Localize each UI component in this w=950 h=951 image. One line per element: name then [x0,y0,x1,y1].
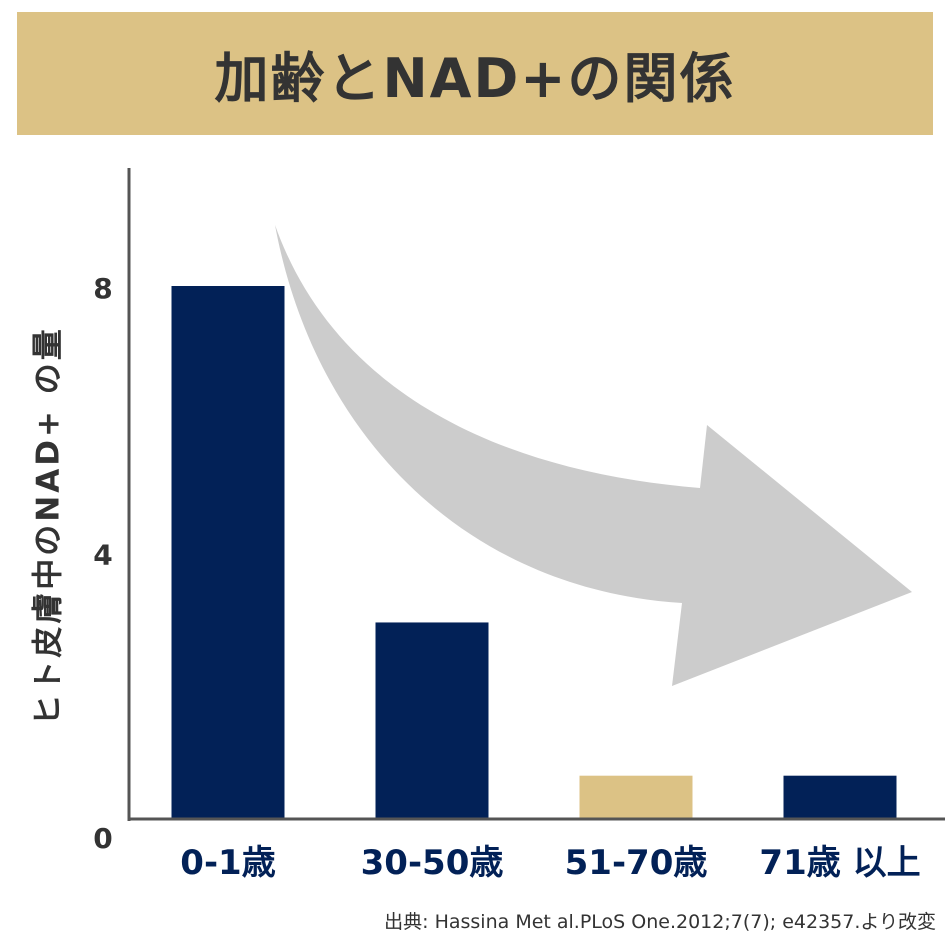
title-banner: 加齢とNAD+の関係 [17,12,933,135]
trend-arrow [275,225,912,686]
bar-1 [375,622,489,819]
bar-2 [579,775,693,819]
y-tick-label: 8 [93,272,112,305]
y-axis-label: ヒト皮膚中のNAD+ の量 [30,326,67,726]
source-citation: 出典: Hassina Met al.PLoS One.2012;7(7); e… [384,911,936,933]
x-tick-label: 30-50歳 [361,843,504,883]
bar-0 [171,286,285,819]
y-tick-label: 0 [93,822,112,855]
chart-title: 加齢とNAD+の関係 [214,47,736,110]
x-tick-label: 51-70歳 [565,843,708,883]
x-tick-label: 0-1歳 [180,843,275,883]
x-tick-label: 71歳 以上 [759,843,920,883]
y-tick-label: 4 [93,539,112,572]
bar-3 [783,775,897,819]
